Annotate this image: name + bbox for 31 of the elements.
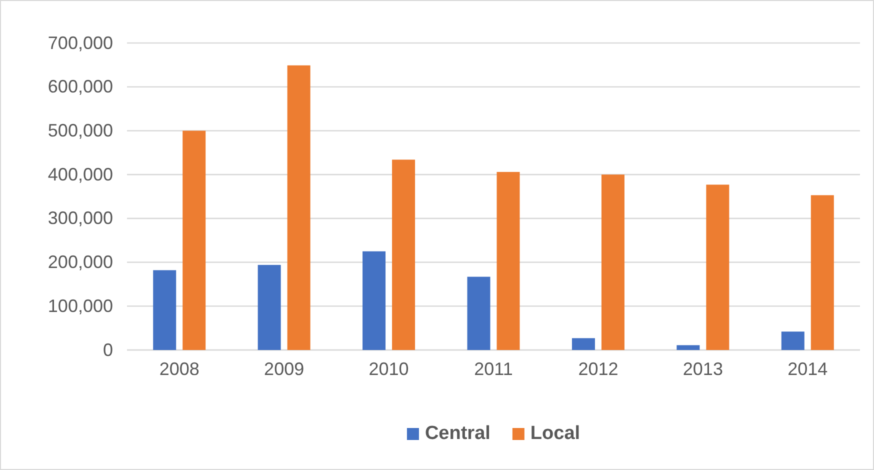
bar — [362, 251, 386, 350]
bar — [810, 195, 834, 350]
x-tick-label: 2009 — [264, 358, 304, 379]
y-tick-label: 600,000 — [48, 76, 113, 97]
y-tick-label: 100,000 — [48, 296, 113, 316]
bar — [676, 345, 700, 350]
bar — [182, 130, 206, 350]
y-tick-label: 300,000 — [48, 208, 113, 228]
y-tick-label: 0 — [102, 340, 113, 360]
bar — [601, 174, 624, 350]
bar — [153, 270, 176, 350]
y-tick-label: 700,000 — [48, 32, 113, 53]
bar — [496, 172, 520, 350]
bar — [467, 276, 490, 350]
x-tick-label: 2010 — [368, 358, 409, 379]
legend-label: Central — [424, 423, 490, 444]
y-tick-label: 400,000 — [48, 164, 113, 184]
bar — [781, 332, 804, 350]
bar — [287, 65, 310, 350]
legend-label: Local — [530, 423, 580, 444]
bar — [392, 160, 416, 350]
x-tick-label: 2013 — [682, 358, 723, 379]
x-tick-label: 2012 — [578, 358, 618, 379]
x-tick-label: 2014 — [788, 358, 828, 379]
bar — [258, 264, 281, 350]
bar — [706, 184, 730, 350]
x-tick-label: 2011 — [474, 358, 513, 379]
y-tick-label: 500,000 — [48, 120, 113, 140]
x-tick-label: 2008 — [159, 358, 200, 379]
y-tick-label: 200,000 — [48, 252, 113, 272]
bar — [572, 338, 595, 350]
